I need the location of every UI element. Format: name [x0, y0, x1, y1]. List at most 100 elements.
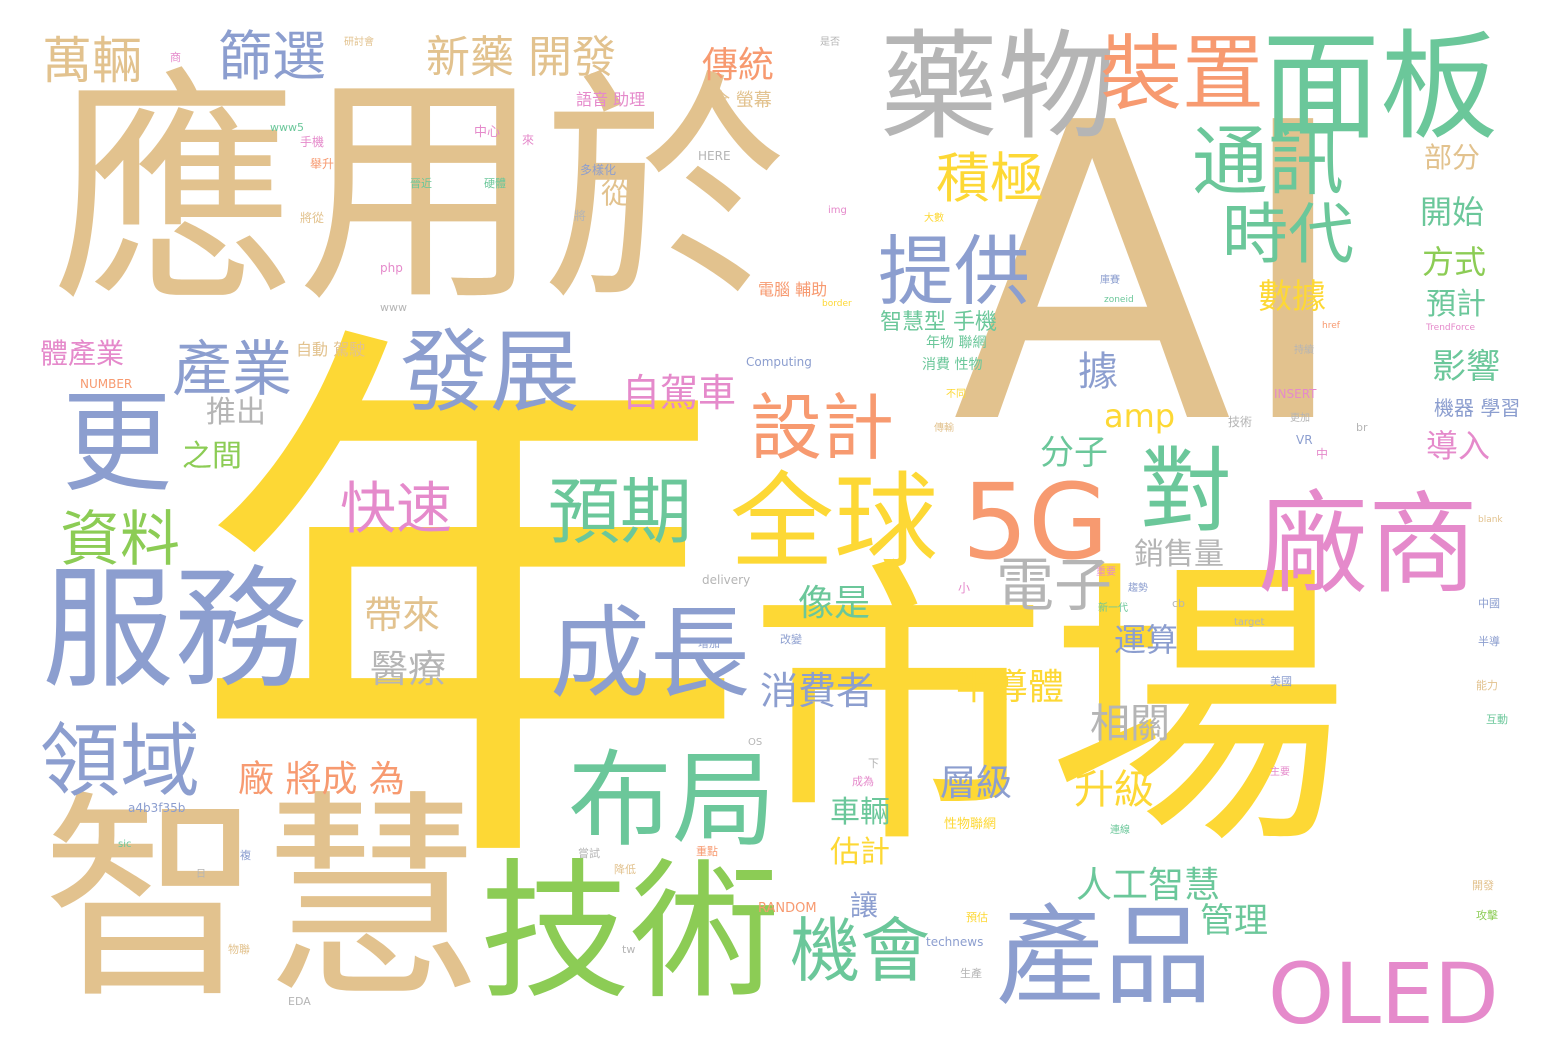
word: 服務 [42, 553, 306, 707]
word: 複 [240, 849, 251, 862]
word: INSERT [1274, 387, 1317, 401]
word: 技術 [1228, 415, 1253, 429]
word: 智慧型 手機 [880, 310, 997, 335]
word: 晉近 [410, 177, 432, 190]
word: 方式 [1422, 243, 1487, 281]
word: 布局 [568, 739, 777, 861]
word: 攻擊 [1476, 909, 1498, 922]
word: 物聯 [228, 943, 250, 956]
word: HERE [698, 149, 731, 163]
word: 新藥 開發 [426, 32, 616, 83]
word: 醫療 [370, 647, 447, 691]
word: php [380, 261, 403, 275]
word: 電子 [996, 551, 1113, 619]
word: 車輛 [830, 795, 890, 830]
word: href [1322, 321, 1340, 331]
word: 主要 [1270, 767, 1290, 778]
word: 不同 [946, 389, 966, 400]
word: 通訊 [1192, 117, 1344, 206]
word: 研討會 [344, 37, 374, 48]
word: 商 [170, 51, 181, 64]
word: 推出 [206, 395, 266, 430]
word: 更 [62, 379, 172, 507]
word: 廠商 [1258, 481, 1478, 609]
word: 成為 [852, 775, 874, 788]
word: 對 [1140, 438, 1233, 545]
word: 面板 [1262, 18, 1499, 156]
word: 體產業 [40, 337, 125, 370]
word: 快速 [340, 477, 452, 542]
word: 舉升 [310, 157, 335, 171]
word: 性物聯網 [944, 817, 997, 832]
word: 全 螢幕 [712, 90, 772, 111]
word: AI [952, 36, 1354, 514]
word: 產品 [996, 895, 1213, 1020]
word: 半導 [1478, 635, 1500, 648]
word: 像是 [798, 583, 871, 624]
word: 廠 將成 為 [238, 759, 405, 800]
word: 互動 [1486, 713, 1508, 726]
word: 趨勢 [1128, 583, 1148, 594]
word: 將從 [300, 211, 325, 225]
word: 連線 [1110, 825, 1130, 836]
word: 之間 [182, 439, 242, 474]
word: 運算 [1114, 621, 1179, 659]
word: 層級 [940, 763, 1013, 804]
word: 自駕車 [622, 371, 737, 415]
word: zoneid [1104, 295, 1134, 305]
word: 重要 [1096, 567, 1116, 578]
word: 下 [868, 757, 879, 770]
word: 領域 [40, 715, 200, 808]
word: 美國 [1270, 675, 1292, 688]
word: tw [622, 943, 636, 956]
word: 時代 [1222, 196, 1354, 273]
word: blank [1478, 515, 1503, 525]
word: 讓 [850, 889, 879, 922]
word: br [1356, 421, 1368, 434]
word: 銷售量 [1134, 537, 1224, 572]
word: 手機 [300, 135, 325, 149]
word: 中 [1316, 447, 1329, 461]
word: 管理 [1200, 901, 1268, 941]
word: 降低 [614, 863, 636, 876]
word: 機會 [790, 910, 930, 992]
word: 電腦 輔助 [758, 280, 828, 299]
word: technews [926, 935, 984, 949]
word: 提供 [878, 227, 1030, 316]
word: 中國 [1478, 597, 1500, 610]
word: 萬輛 [42, 32, 142, 90]
word: 年物 聯網 [926, 335, 987, 351]
word: delivery [702, 573, 751, 587]
word: OLED [1268, 945, 1499, 1043]
word: 全球 [730, 461, 939, 583]
word: www [380, 301, 407, 314]
word: 裝置 [1100, 27, 1265, 122]
word: 更加 [1290, 413, 1310, 424]
word: 消費 性物 [922, 357, 983, 373]
word: 帶來 [364, 593, 441, 637]
word: 導入 [1426, 427, 1491, 465]
word: 品片 [1100, 317, 1120, 328]
word: EDA [288, 995, 311, 1008]
word: 技術 [480, 846, 781, 1020]
word: 發展 [400, 320, 580, 425]
word: 影響 [1432, 347, 1500, 387]
word: 小 [958, 581, 971, 595]
word: 藥物 [880, 18, 1117, 156]
word: 預估 [966, 911, 988, 924]
word: 半導體 [956, 667, 1065, 708]
word: amp [1104, 397, 1176, 435]
word: 相關 [1090, 701, 1170, 747]
word: Computing [746, 355, 812, 369]
word: 庫賽 [1100, 275, 1120, 286]
word: 傳輸 [934, 423, 954, 434]
word: 升級 [1074, 767, 1154, 813]
word: 機器 學習 [1434, 396, 1521, 420]
word: 產業 [172, 335, 292, 405]
word: 是否 [820, 37, 840, 48]
word: 從 [600, 177, 629, 210]
word: VR [1296, 433, 1313, 447]
word: NUMBER [80, 377, 133, 391]
word: 篩選 [218, 25, 326, 88]
word: 開發 [1472, 879, 1494, 892]
